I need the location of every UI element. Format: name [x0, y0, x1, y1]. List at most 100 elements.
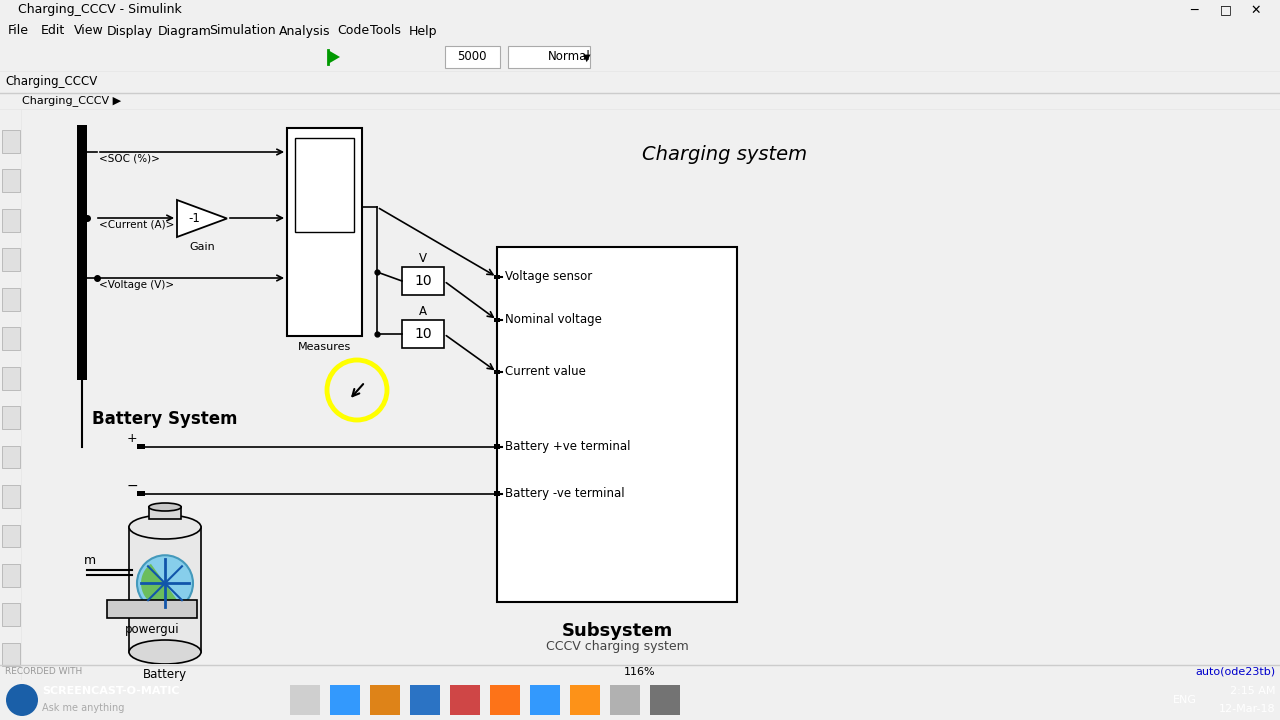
Bar	[497, 247, 737, 602]
Text: Subsystem: Subsystem	[562, 622, 672, 640]
Ellipse shape	[148, 503, 182, 511]
Text: +: +	[127, 433, 138, 446]
Bar	[402, 320, 444, 348]
Text: m: m	[84, 554, 96, 567]
Text: View: View	[73, 24, 104, 37]
Text: 2:15 AM: 2:15 AM	[1230, 686, 1275, 696]
Text: Charging_CCCV: Charging_CCCV	[5, 76, 97, 89]
Text: Diagram: Diagram	[157, 24, 211, 37]
Bar	[494, 444, 500, 449]
Bar	[129, 527, 201, 652]
Bar	[3, 446, 20, 469]
Bar	[3, 169, 20, 192]
Text: 10: 10	[415, 274, 431, 288]
Bar	[287, 128, 362, 336]
Text: Code: Code	[337, 24, 369, 37]
Bar	[3, 564, 20, 587]
Bar	[494, 492, 500, 496]
Bar	[291, 685, 320, 715]
Bar	[294, 138, 355, 232]
Bar	[445, 46, 500, 68]
Text: SCREENCAST-O-MATIC: SCREENCAST-O-MATIC	[42, 686, 179, 696]
Text: Normal: Normal	[548, 50, 591, 63]
Bar	[3, 406, 20, 429]
Text: ✕: ✕	[1251, 4, 1261, 17]
Bar	[3, 209, 20, 232]
Bar	[508, 46, 590, 68]
Text: ▼: ▼	[582, 53, 590, 63]
Text: Battery System: Battery System	[92, 410, 238, 428]
Text: Display: Display	[106, 24, 152, 37]
Text: Analysis: Analysis	[279, 24, 330, 37]
Ellipse shape	[129, 515, 201, 539]
Text: Charging_CCCV ▶: Charging_CCCV ▶	[22, 96, 122, 107]
Text: Charging_CCCV - Simulink: Charging_CCCV - Simulink	[18, 4, 182, 17]
Polygon shape	[141, 564, 179, 607]
Bar	[3, 366, 20, 390]
Bar	[494, 370, 500, 374]
Text: Battery -ve terminal: Battery -ve terminal	[506, 487, 625, 500]
Bar	[530, 685, 561, 715]
Text: CCCV charging system: CCCV charging system	[545, 640, 689, 653]
Bar	[3, 288, 20, 310]
Circle shape	[6, 684, 38, 716]
Text: □: □	[1220, 4, 1231, 17]
Bar	[3, 643, 20, 666]
Bar	[137, 444, 145, 449]
Bar	[494, 445, 500, 449]
Text: <Voltage (V)>: <Voltage (V)>	[99, 280, 174, 290]
Text: 116%: 116%	[625, 667, 655, 677]
Text: Nominal voltage: Nominal voltage	[506, 313, 602, 326]
Bar	[451, 685, 480, 715]
Bar	[3, 603, 20, 626]
Polygon shape	[177, 200, 227, 237]
Text: 5000: 5000	[457, 50, 486, 63]
Bar	[3, 485, 20, 508]
Text: <SOC (%)>: <SOC (%)>	[99, 154, 160, 164]
Text: −: −	[127, 479, 138, 493]
Text: V: V	[419, 253, 428, 266]
Text: Voltage sensor: Voltage sensor	[506, 271, 593, 284]
Text: RECORDED WITH: RECORDED WITH	[5, 667, 82, 677]
Text: -1: -1	[188, 212, 200, 225]
Bar	[494, 492, 500, 497]
Text: Tools: Tools	[370, 24, 401, 37]
Bar	[3, 130, 20, 153]
Text: Edit: Edit	[41, 24, 65, 37]
Bar	[108, 600, 197, 618]
Text: Simulation: Simulation	[209, 24, 275, 37]
Bar	[611, 685, 640, 715]
Text: ENG: ENG	[1172, 695, 1197, 705]
Bar	[570, 685, 600, 715]
Bar	[650, 685, 680, 715]
Bar	[3, 525, 20, 547]
Bar	[330, 685, 360, 715]
Text: Battery +ve terminal: Battery +ve terminal	[506, 441, 631, 454]
Text: ─: ─	[1190, 4, 1198, 17]
Text: Help: Help	[408, 24, 436, 37]
Text: File: File	[8, 24, 29, 37]
Bar	[3, 328, 20, 350]
Bar	[402, 267, 444, 295]
Text: Charging system: Charging system	[643, 145, 808, 164]
Bar	[77, 125, 87, 380]
Bar	[370, 685, 399, 715]
Circle shape	[137, 555, 193, 611]
Bar	[137, 492, 145, 497]
Bar	[494, 275, 500, 279]
Text: Measures: Measures	[298, 342, 351, 352]
Text: Gain: Gain	[189, 242, 215, 252]
Text: powergui: powergui	[124, 623, 179, 636]
Text: Battery: Battery	[143, 668, 187, 681]
Text: Current value: Current value	[506, 366, 586, 379]
Bar	[3, 248, 20, 271]
Text: Ask me anything: Ask me anything	[42, 703, 124, 713]
Text: 12-Mar-18: 12-Mar-18	[1219, 704, 1275, 714]
Polygon shape	[328, 50, 340, 64]
Text: 10: 10	[415, 327, 431, 341]
Bar	[148, 507, 182, 519]
Text: A: A	[419, 305, 428, 318]
Text: <Current (A)>: <Current (A)>	[99, 220, 174, 230]
Ellipse shape	[129, 640, 201, 664]
Bar	[410, 685, 440, 715]
